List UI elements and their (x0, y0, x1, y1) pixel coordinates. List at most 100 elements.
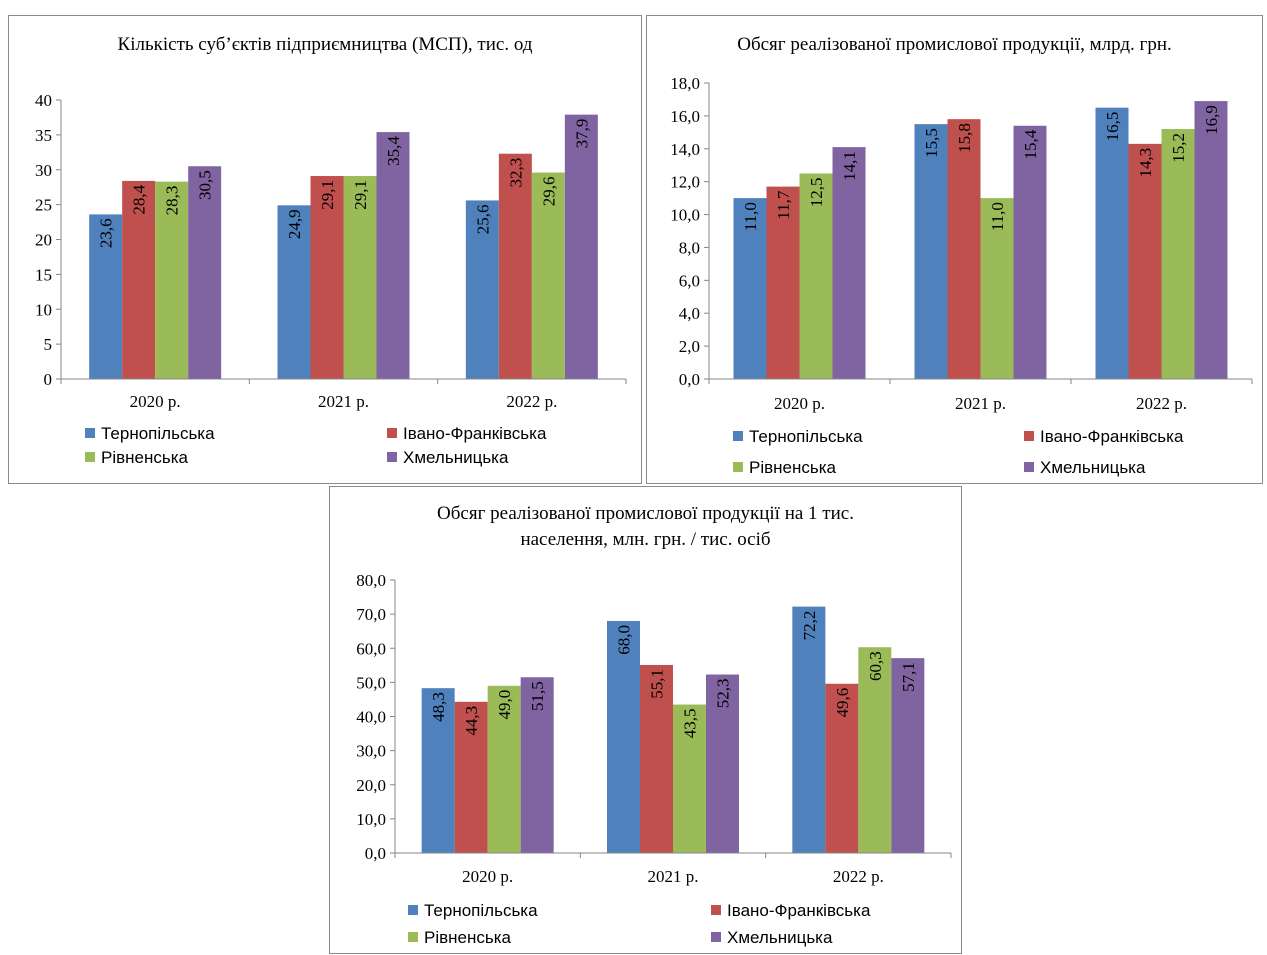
data-label: 37,9 (572, 119, 591, 149)
data-label: 16,5 (1103, 112, 1122, 142)
bar (564, 114, 598, 380)
data-label: 28,4 (130, 184, 149, 214)
y-tick-label: 18,0 (670, 74, 700, 93)
bar (914, 124, 948, 379)
y-tick-label: 50,0 (356, 673, 386, 692)
bar (89, 214, 123, 379)
bar (947, 119, 981, 379)
legend-item-ivano-frankivsk: Івано-Франківська (387, 424, 546, 444)
legend-label: Хмельницька (1040, 458, 1146, 477)
legend-item-rivne: Рівненська (733, 458, 836, 478)
data-label: 15,5 (922, 128, 941, 158)
legend-label: Тернопільська (101, 424, 215, 443)
bar (376, 132, 410, 379)
bar (980, 198, 1014, 379)
legend-item-ivano-frankivsk: Івано-Франківська (1024, 427, 1183, 447)
legend-swatch (1024, 462, 1034, 472)
chart-panel-smes: Кількість суб’єктів підприємництва (МСП)… (8, 15, 642, 484)
data-label: 15,8 (955, 123, 974, 153)
data-label: 29,6 (539, 177, 558, 207)
data-label: 16,9 (1202, 105, 1221, 135)
data-label: 49,6 (833, 688, 852, 718)
y-tick-label: 12,0 (670, 173, 700, 192)
bar (766, 186, 800, 379)
legend-item-ivano-frankivsk: Івано-Франківська (711, 901, 870, 921)
bar (122, 180, 156, 379)
x-tick-label: 2020 р. (774, 394, 825, 413)
y-tick-label: 10,0 (670, 206, 700, 225)
x-tick-label: 2020 р. (130, 392, 181, 411)
bar (706, 674, 739, 853)
data-label: 57,1 (899, 662, 918, 692)
bar (310, 176, 344, 379)
legend-label: Тернопільська (424, 901, 538, 920)
legend-swatch (408, 905, 418, 915)
legend-swatch (387, 428, 397, 438)
legend-item-rivne: Рівненська (408, 928, 511, 948)
legend-swatch (711, 905, 721, 915)
bar (531, 172, 565, 379)
legend-swatch (1024, 431, 1034, 441)
chart-panel-industrial-output: Обсяг реалізованої промислової продукції… (646, 15, 1263, 484)
bar (792, 606, 826, 853)
y-tick-label: 70,0 (356, 605, 386, 624)
legend-label: Тернопільська (749, 427, 863, 446)
data-label: 14,1 (840, 151, 859, 181)
bar (1013, 125, 1047, 379)
y-tick-label: 10 (35, 300, 52, 319)
data-label: 55,1 (648, 669, 667, 699)
data-label: 11,0 (741, 202, 760, 231)
y-tick-label: 80,0 (356, 571, 386, 590)
legend-swatch (408, 932, 418, 942)
bar (498, 153, 532, 379)
legend-item-ternopil: Тернопільська (408, 901, 538, 921)
x-tick-label: 2021 р. (955, 394, 1006, 413)
data-label: 11,0 (988, 202, 1007, 231)
bar-chart-industrial-output: 0,0 2,0 4,0 6,0 8,0 10,0 12,0 14,0 16,0 18,0 11,0 1… (670, 74, 1253, 413)
bar (1128, 143, 1162, 379)
legend-swatch (733, 462, 743, 472)
y-tick-label: 25 (35, 196, 52, 215)
bar (1161, 129, 1195, 379)
x-tick-label: 2021 р. (318, 392, 369, 411)
bar (733, 198, 767, 379)
legend-item-khmelnytskyi: Хмельницька (711, 928, 832, 948)
y-tick-label: 16,0 (670, 107, 700, 126)
data-label: 35,4 (384, 136, 403, 166)
data-label: 30,5 (196, 170, 215, 200)
legend-label: Хмельницька (403, 448, 509, 467)
bar (465, 200, 499, 379)
chart-title: Кількість суб’єктів підприємництва (МСП)… (117, 34, 533, 55)
y-tick-label: 6,0 (679, 271, 700, 290)
data-label: 29,1 (351, 180, 370, 210)
legend-item-ternopil: Тернопільська (85, 424, 215, 444)
bar (858, 647, 892, 853)
bar (277, 205, 311, 379)
bar (343, 176, 377, 379)
y-tick-label: 30,0 (356, 742, 386, 761)
data-label: 25,6 (473, 204, 492, 234)
y-tick-label: 0 (44, 370, 53, 389)
data-label: 24,9 (285, 209, 304, 239)
bar (421, 688, 455, 853)
data-label: 29,1 (318, 180, 337, 210)
bar (520, 677, 554, 853)
x-tick-label: 2021 р. (648, 867, 699, 886)
data-label: 43,5 (681, 709, 700, 739)
y-tick-label: 5 (44, 335, 53, 354)
data-label: 49,0 (495, 690, 514, 720)
data-label: 48,3 (429, 692, 448, 722)
legend-swatch (85, 428, 95, 438)
y-tick-label: 4,0 (679, 304, 700, 323)
y-tick-label: 14,0 (670, 140, 700, 159)
data-label: 51,5 (528, 681, 547, 711)
bar-chart-smes: 0 5 10 15 20 25 30 35 40 23,6 28,4 28,3 30,5 2020 р. 2… (35, 91, 627, 411)
chart-title: Обсяг реалізованої промислової продукції… (330, 501, 961, 553)
bar (640, 664, 673, 853)
data-label: 44,3 (462, 706, 481, 736)
data-label: 32,3 (506, 158, 525, 188)
y-tick-label: 20 (35, 231, 52, 250)
legend-label: Рівненська (101, 448, 189, 467)
bar (454, 701, 488, 853)
data-label: 15,2 (1169, 133, 1188, 163)
